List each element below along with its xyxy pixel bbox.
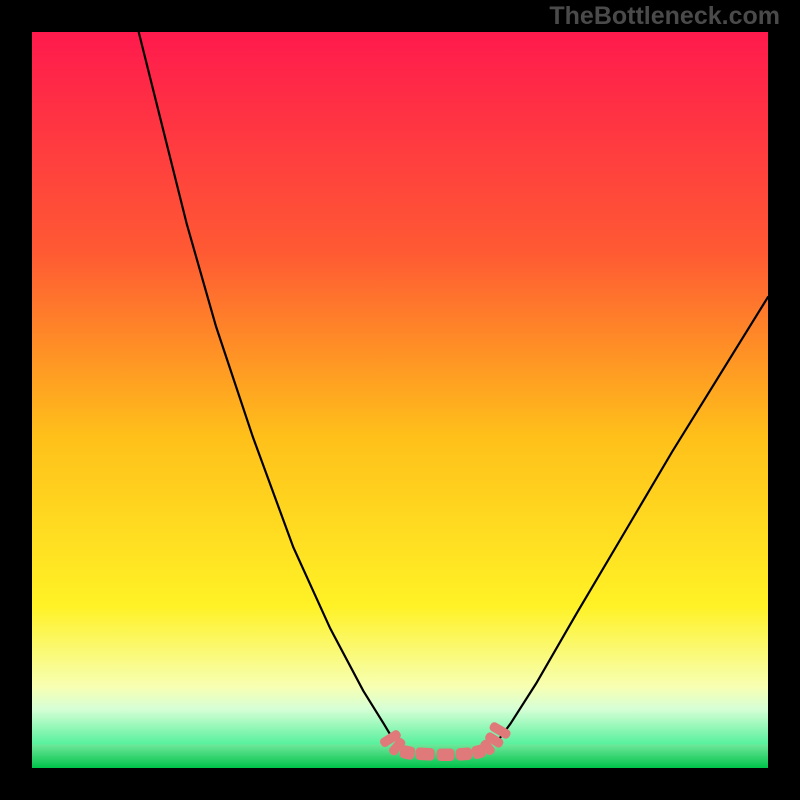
track-segment [437,749,455,762]
track-segment [455,747,472,761]
chart-frame: TheBottleneck.com [0,0,800,800]
gradient-background [32,32,768,768]
chart-svg [32,32,768,768]
watermark-text: TheBottleneck.com [549,2,780,31]
track-segment [415,747,435,760]
plot-area [32,32,768,768]
